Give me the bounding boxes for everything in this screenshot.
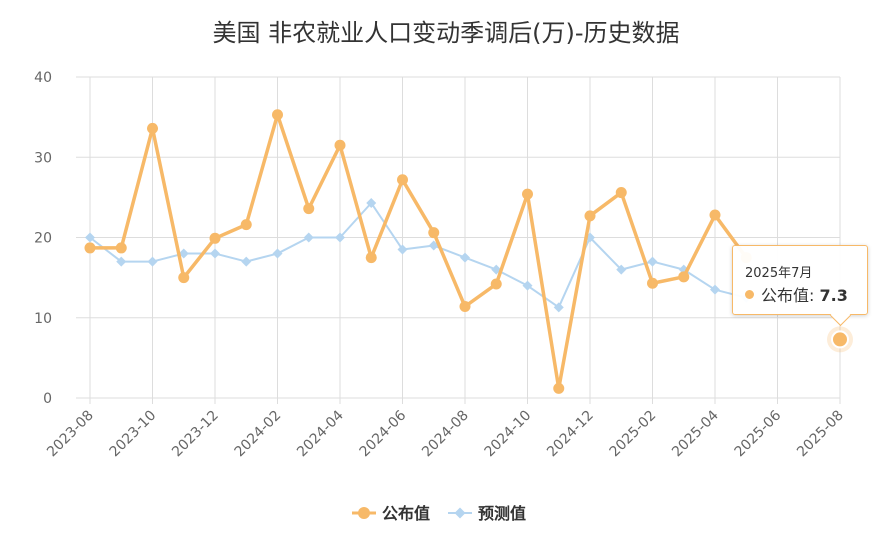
data-point[interactable]: [459, 301, 471, 313]
data-point[interactable]: [147, 122, 158, 134]
grid: [76, 76, 841, 404]
data-point[interactable]: [615, 187, 627, 199]
tooltip-colon: :: [809, 286, 820, 305]
data-point[interactable]: [272, 248, 283, 259]
y-tick-label: 10: [34, 311, 52, 327]
data-point[interactable]: [178, 248, 189, 259]
legend-label: 公布值: [382, 504, 430, 523]
data-point[interactable]: [553, 302, 564, 313]
data-point[interactable]: [647, 277, 658, 289]
tooltip-series-dot: [745, 290, 754, 299]
x-tick-label: 2025-06: [732, 407, 785, 460]
data-point[interactable]: [335, 232, 345, 243]
data-point[interactable]: [303, 232, 314, 243]
y-tick-label: 0: [43, 391, 52, 407]
data-point[interactable]: [303, 203, 315, 215]
data-point[interactable]: [522, 280, 533, 291]
data-point[interactable]: [553, 382, 565, 394]
data-point[interactable]: [115, 242, 127, 254]
data-point[interactable]: [365, 252, 377, 264]
x-tick-label: 2024-12: [544, 408, 597, 461]
data-point[interactable]: [710, 284, 720, 295]
legend-item-published[interactable]: 公布值: [352, 504, 430, 523]
x-tick-label: 2024-10: [482, 408, 535, 461]
data-point[interactable]: [334, 139, 346, 151]
data-point[interactable]: [147, 256, 158, 267]
series-line: [89, 201, 747, 309]
legend-item-forecast[interactable]: 预测值: [448, 504, 526, 523]
tooltip-row: 公布值: 7.3: [745, 282, 848, 306]
legend-marker: [454, 507, 466, 519]
data-point[interactable]: [428, 227, 440, 239]
data-point[interactable]: [272, 109, 283, 121]
data-tooltip: 2025年7月 公布值: 7.3: [732, 245, 868, 327]
y-axis-ticks: 0 10 20 30 40: [34, 70, 52, 407]
data-point[interactable]: [240, 219, 252, 231]
x-tick-label: 2024-04: [294, 407, 347, 460]
hover-point[interactable]: [831, 330, 849, 349]
tooltip-value: 7.3: [819, 286, 848, 305]
data-point[interactable]: [709, 209, 721, 221]
data-point[interactable]: [116, 256, 127, 267]
chart-title: 美国 非农就业人口变动季调后(万)-历史数据: [212, 19, 679, 47]
x-tick-label: 2024-08: [419, 408, 472, 461]
x-tick-label: 2025-02: [607, 408, 660, 461]
data-point[interactable]: [241, 256, 252, 267]
x-tick-label: 2023-10: [107, 408, 160, 461]
data-point[interactable]: [460, 252, 470, 263]
data-point[interactable]: [397, 174, 408, 186]
series-forecast: [85, 197, 752, 313]
tooltip-series-name: 公布值: [761, 286, 810, 305]
data-point[interactable]: [178, 272, 190, 284]
x-tick-label: 2023-12: [169, 408, 222, 461]
data-point[interactable]: [647, 256, 658, 267]
data-point[interactable]: [522, 188, 533, 200]
legend-label: 预测值: [478, 504, 526, 523]
x-axis-ticks: 2023-08 2023-10 2023-12 2024-02 2024-04 2024-…: [44, 407, 847, 460]
x-tick-label: 2023-08: [44, 408, 97, 461]
data-point[interactable]: [616, 264, 627, 275]
y-tick-label: 30: [34, 150, 52, 166]
data-point[interactable]: [210, 248, 220, 259]
data-point[interactable]: [584, 210, 596, 222]
legend-marker: [358, 507, 370, 519]
data-point[interactable]: [84, 242, 96, 254]
series-line: [90, 112, 748, 391]
legend[interactable]: 公布值 预测值: [352, 504, 526, 523]
y-tick-label: 40: [34, 70, 52, 86]
data-point[interactable]: [678, 271, 690, 283]
y-tick-label: 20: [34, 231, 52, 247]
x-tick-label: 2024-06: [357, 407, 410, 460]
data-point[interactable]: [397, 244, 408, 255]
x-tick-label: 2025-08: [794, 408, 847, 461]
data-point[interactable]: [366, 197, 377, 208]
data-point[interactable]: [490, 278, 502, 290]
x-tick-label: 2025-04: [669, 407, 722, 460]
data-point[interactable]: [209, 232, 221, 244]
tooltip-date: 2025年7月: [745, 266, 813, 281]
x-tick-label: 2024-02: [232, 408, 285, 461]
data-point[interactable]: [85, 232, 95, 243]
